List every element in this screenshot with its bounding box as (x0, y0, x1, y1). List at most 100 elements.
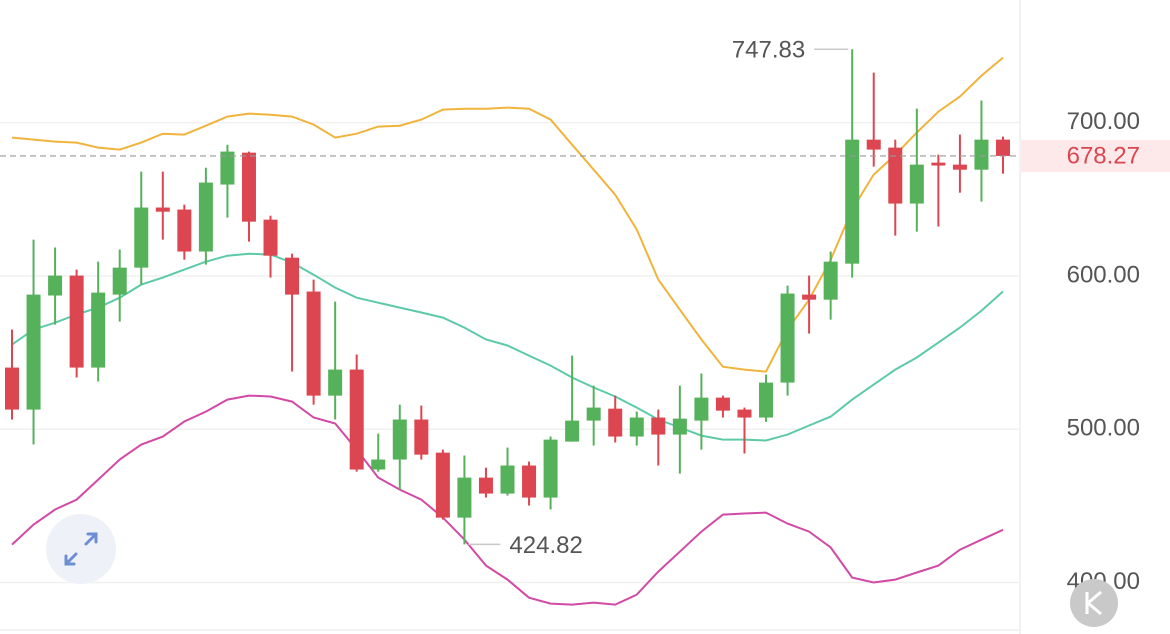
candle-body (306, 291, 321, 396)
candle-body (457, 477, 472, 518)
k-icon (1085, 590, 1102, 616)
candle (629, 411, 644, 446)
expand-button[interactable] (46, 514, 116, 584)
candle-body (392, 419, 407, 460)
y-tick-label: 500.00 (1067, 415, 1140, 442)
candle (888, 139, 903, 236)
candle-body (435, 452, 450, 518)
candle (974, 100, 989, 202)
candle (349, 354, 364, 472)
grid (0, 121, 1020, 584)
expand-button-bg[interactable] (46, 514, 116, 584)
candle-body (952, 164, 967, 170)
candle-body (328, 369, 343, 396)
candle (780, 285, 795, 396)
candle (328, 301, 343, 420)
candle-body (694, 397, 709, 421)
band-line (11, 252, 1004, 442)
candle-body (543, 439, 558, 498)
candle-body (608, 408, 623, 437)
price-label-bg (1021, 139, 1170, 172)
candle (263, 215, 278, 278)
band-line (11, 56, 1004, 373)
candle (500, 447, 515, 496)
candle-body (241, 152, 256, 222)
candle-body (69, 275, 84, 368)
candle-body (845, 139, 860, 264)
candle-body (737, 409, 752, 418)
candle (285, 253, 300, 372)
y-tick-label: 700.00 (1067, 108, 1140, 135)
candle-body (263, 219, 278, 256)
price-label: 678.27 (1067, 142, 1140, 169)
candle-body (715, 397, 730, 411)
labels: 400.00500.00600.00700.00747.83424.82678.… (0, 37, 1170, 595)
candle-body (565, 420, 580, 442)
candle (414, 405, 429, 460)
k-button[interactable] (1070, 579, 1118, 627)
candle (478, 467, 493, 498)
max-label: 747.83 (732, 37, 805, 64)
candle (737, 407, 752, 454)
candle-body (371, 459, 386, 470)
candle-body (155, 207, 170, 212)
candle-body (823, 261, 838, 300)
candle (69, 269, 84, 378)
candle (909, 108, 924, 232)
candle (112, 249, 127, 322)
candle-body (522, 465, 537, 498)
k-button-bg[interactable] (1070, 579, 1118, 627)
candle (565, 355, 580, 442)
candle (866, 72, 881, 167)
candle (48, 247, 63, 325)
candle (306, 279, 321, 405)
candle-body (478, 477, 493, 494)
candle-body (759, 382, 774, 418)
candle-body (866, 139, 881, 150)
candle-body (672, 418, 687, 435)
candle-body (629, 417, 644, 437)
candle (996, 136, 1010, 174)
candle-body (198, 182, 213, 252)
candle (823, 251, 838, 320)
candle-body (349, 369, 364, 470)
candle (392, 404, 407, 490)
candle (694, 373, 709, 450)
candle-body (220, 151, 235, 185)
candle (134, 171, 149, 285)
candle-body (26, 294, 41, 410)
candle (522, 461, 537, 506)
candle-body (500, 465, 515, 494)
candle (543, 436, 558, 510)
y-tick-label: 600.00 (1067, 261, 1140, 288)
candle (952, 134, 967, 193)
candle (608, 395, 623, 443)
candle-body (888, 147, 903, 204)
candle (759, 374, 774, 422)
candle-body (931, 162, 946, 166)
candle (651, 409, 666, 466)
candle (845, 49, 860, 278)
candle (5, 329, 19, 420)
band-line (11, 394, 1004, 606)
candle (155, 171, 170, 240)
candle-body (414, 419, 429, 455)
candle (241, 151, 256, 242)
candle (198, 167, 213, 265)
candle (220, 144, 235, 218)
candle-body (909, 164, 924, 204)
candle-body (112, 267, 127, 295)
candle-body (586, 407, 601, 421)
candle (586, 385, 601, 446)
candle-body (996, 139, 1010, 156)
candle (371, 433, 386, 472)
candle (457, 455, 472, 545)
candle (91, 261, 106, 382)
min-label: 424.82 (509, 532, 582, 559)
candle (802, 275, 817, 334)
candle-body (802, 294, 817, 300)
candle (435, 449, 450, 520)
overlays (11, 56, 1004, 606)
